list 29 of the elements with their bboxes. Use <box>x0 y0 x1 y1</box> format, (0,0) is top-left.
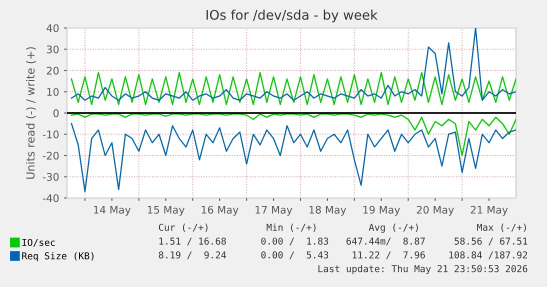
y-tick-label: 30 <box>46 45 59 54</box>
x-tick-label: 21 May <box>470 206 508 216</box>
text: Last update: Thu May 21 23:50:53 2026 <box>318 264 528 274</box>
y-tick-label: 20 <box>46 66 59 75</box>
legend-label: Req Size (KB) <box>22 252 94 262</box>
y-tick-label: 40 <box>46 24 59 32</box>
y-tick-label: -40 <box>42 194 59 202</box>
text: Cur (-/+) Min (-/+) Avg (-/+) Max (-/+) <box>158 224 526 233</box>
legend-label: IO/sec <box>22 238 55 247</box>
chart-title: IOs for /dev/sda - by week <box>206 10 378 22</box>
x-tick-label: 15 May <box>148 206 185 216</box>
y-tick-label: -10 <box>42 130 59 138</box>
x-tick-label: 17 May <box>256 206 292 216</box>
x-tick-label: 18 May <box>310 206 346 216</box>
x-tick-label: 20 May <box>416 206 454 216</box>
text: 8.19 / 9.24 0.00 / 5.43 11.22 / 7.96 108.84 /187.92 <box>158 251 528 260</box>
x-tick-label: 16 May <box>202 206 238 216</box>
x-tick-label: 14 May <box>94 206 131 216</box>
line-series <box>70 113 516 156</box>
text: 1.51 / 16.68 0.00 / 1.83 647.44m/ 8.87 58.56 / 67.51 <box>159 238 528 246</box>
y-tick-label: 0 <box>53 109 59 118</box>
line-series <box>70 28 516 101</box>
y-tick-label: 10 <box>47 88 59 96</box>
y-axis-title: Units read (-) / write (+) <box>26 47 36 179</box>
x-tick-label: 19 May <box>363 206 400 216</box>
y-tick-label: -30 <box>42 172 59 181</box>
y-tick-label: -20 <box>42 152 59 160</box>
line-series <box>70 123 516 192</box>
line-series <box>70 72 516 106</box>
